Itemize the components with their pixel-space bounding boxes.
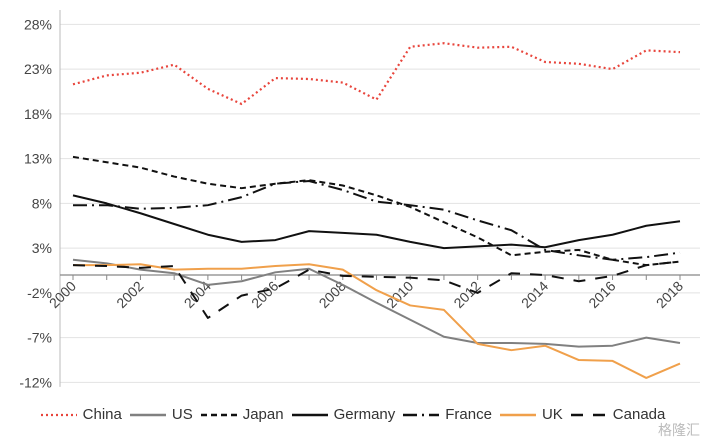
x-tick-label: 2002 — [113, 278, 146, 311]
series-line-france — [73, 180, 681, 261]
legend-item-us: US — [128, 406, 193, 423]
y-tick-label: 23% — [24, 61, 52, 77]
series-line-japan — [72, 155, 681, 267]
x-tick-label: 2014 — [518, 278, 551, 311]
legend-swatch — [40, 413, 77, 416]
legend-label: Canada — [612, 406, 666, 423]
y-tick-label: -12% — [19, 374, 52, 390]
legend-label: France — [445, 406, 492, 423]
x-tick-label: 2012 — [450, 278, 483, 311]
legend-swatch — [570, 413, 607, 416]
y-tick-label: 28% — [24, 16, 52, 32]
legend-label: Germany — [333, 406, 396, 423]
y-tick-label: -2% — [27, 285, 52, 301]
legend-swatch — [291, 413, 328, 416]
logo: 格隆汇 — [658, 423, 700, 439]
y-tick-label: 18% — [24, 106, 52, 122]
series-line-germany — [72, 194, 681, 250]
legend-item-china: China — [39, 406, 122, 423]
line-chart: 28%23%18%13%8%3%-2%-7%-12%2000 2002 2004 20… — [19, 10, 700, 390]
legend-swatch — [403, 413, 440, 416]
legend-item-canada: Canada — [569, 406, 666, 423]
legend-item-france: France — [401, 406, 492, 423]
x-tick-label: 2018 — [653, 278, 686, 311]
series-line-us — [72, 258, 681, 348]
x-tick-label: 2008 — [316, 278, 349, 311]
x-tick-label: 2006 — [248, 278, 281, 311]
legend-item-germany: Germany — [290, 406, 396, 423]
legend-swatch — [129, 413, 166, 416]
series-line-china — [72, 42, 681, 106]
legend-swatch — [200, 413, 237, 416]
legend-label: UK — [541, 406, 563, 423]
legend-label: China — [82, 406, 122, 423]
y-tick-label: 3% — [32, 240, 52, 256]
y-tick-label: -7% — [27, 330, 52, 346]
y-tick-label: 13% — [24, 151, 52, 167]
legend-item-uk: UK — [498, 406, 563, 423]
x-tick-label: 2016 — [585, 278, 618, 311]
legend-swatch — [499, 413, 536, 416]
series-line-canada — [72, 260, 681, 319]
x-tick-label: 2000 — [46, 278, 79, 311]
series-line-uk — [73, 263, 681, 379]
chart-legend: China US Japan Germany France UK Canada — [0, 406, 704, 423]
legend-label: Japan — [242, 406, 284, 423]
legend-label: US — [171, 406, 193, 423]
legend-item-japan: Japan — [199, 406, 284, 423]
y-tick-label: 8% — [32, 195, 52, 211]
